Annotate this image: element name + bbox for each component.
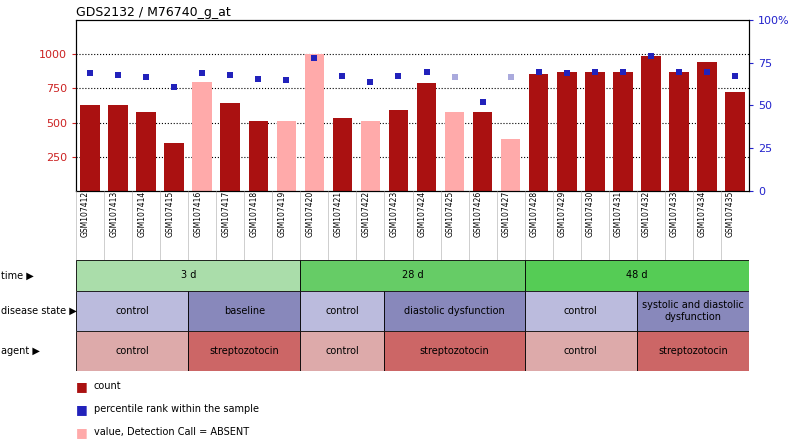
- Bar: [304, 54, 324, 191]
- Bar: [300, 331, 384, 371]
- Text: GSM107420: GSM107420: [305, 191, 314, 237]
- Text: diastolic dysfunction: diastolic dysfunction: [405, 306, 505, 316]
- Text: control: control: [115, 306, 149, 316]
- Text: control: control: [115, 346, 149, 356]
- Text: GSM107425: GSM107425: [445, 191, 455, 237]
- Bar: [473, 111, 493, 191]
- Text: control: control: [325, 346, 360, 356]
- Text: ■: ■: [76, 380, 88, 393]
- Bar: [220, 103, 240, 191]
- Text: streptozotocin: streptozotocin: [209, 346, 280, 356]
- Bar: [360, 121, 380, 191]
- Bar: [276, 121, 296, 191]
- Bar: [525, 260, 749, 291]
- Bar: [641, 56, 661, 191]
- Text: GSM107429: GSM107429: [557, 191, 567, 237]
- Text: percentile rank within the sample: percentile rank within the sample: [94, 404, 259, 414]
- Text: GSM107422: GSM107422: [361, 191, 370, 237]
- Text: baseline: baseline: [223, 306, 265, 316]
- Bar: [669, 72, 689, 191]
- Text: ■: ■: [76, 403, 88, 416]
- Bar: [76, 260, 300, 291]
- Text: GSM107418: GSM107418: [249, 191, 258, 237]
- Bar: [188, 331, 300, 371]
- Text: GSM107432: GSM107432: [642, 191, 650, 237]
- Bar: [188, 291, 300, 331]
- Text: GSM107416: GSM107416: [193, 191, 202, 237]
- Bar: [585, 72, 605, 191]
- Text: 3 d: 3 d: [180, 270, 196, 280]
- Bar: [525, 291, 637, 331]
- Bar: [501, 139, 521, 191]
- Text: ■: ■: [76, 426, 88, 439]
- Bar: [697, 62, 717, 191]
- Text: GSM107424: GSM107424: [417, 191, 427, 237]
- Text: 28 d: 28 d: [402, 270, 423, 280]
- Bar: [613, 72, 633, 191]
- Text: GSM107430: GSM107430: [586, 191, 594, 237]
- Bar: [300, 291, 384, 331]
- Bar: [332, 119, 352, 191]
- Bar: [80, 105, 100, 191]
- Bar: [164, 143, 184, 191]
- Text: streptozotocin: streptozotocin: [420, 346, 489, 356]
- Text: 48 d: 48 d: [626, 270, 647, 280]
- Bar: [136, 111, 156, 191]
- Text: GSM107423: GSM107423: [389, 191, 399, 237]
- Text: systolic and diastolic
dysfunction: systolic and diastolic dysfunction: [642, 300, 744, 321]
- Bar: [384, 331, 525, 371]
- Text: GDS2132 / M76740_g_at: GDS2132 / M76740_g_at: [76, 6, 231, 19]
- Bar: [637, 331, 749, 371]
- Text: GSM107427: GSM107427: [501, 191, 511, 237]
- Text: time ▶: time ▶: [1, 270, 34, 280]
- Text: agent ▶: agent ▶: [1, 346, 40, 356]
- Bar: [388, 110, 409, 191]
- Bar: [384, 291, 525, 331]
- Bar: [529, 74, 549, 191]
- Bar: [248, 121, 268, 191]
- Text: GSM107421: GSM107421: [333, 191, 343, 237]
- Bar: [76, 291, 188, 331]
- Text: GSM107415: GSM107415: [165, 191, 175, 237]
- Bar: [417, 83, 437, 191]
- Bar: [300, 260, 525, 291]
- Text: GSM107428: GSM107428: [529, 191, 538, 237]
- Text: disease state ▶: disease state ▶: [1, 306, 77, 316]
- Bar: [637, 291, 749, 331]
- Text: control: control: [325, 306, 360, 316]
- Text: GSM107419: GSM107419: [277, 191, 287, 237]
- Text: GSM107413: GSM107413: [109, 191, 119, 237]
- Bar: [108, 106, 128, 191]
- Text: control: control: [564, 306, 598, 316]
- Bar: [557, 72, 577, 191]
- Bar: [525, 331, 637, 371]
- Text: GSM107414: GSM107414: [137, 191, 146, 237]
- Text: control: control: [564, 346, 598, 356]
- Text: streptozotocin: streptozotocin: [658, 346, 728, 356]
- Text: GSM107434: GSM107434: [698, 191, 706, 237]
- Text: GSM107412: GSM107412: [81, 191, 90, 237]
- Text: value, Detection Call = ABSENT: value, Detection Call = ABSENT: [94, 428, 249, 437]
- Text: GSM107417: GSM107417: [221, 191, 231, 237]
- Bar: [76, 331, 188, 371]
- Text: GSM107435: GSM107435: [726, 191, 735, 237]
- Bar: [445, 111, 465, 191]
- Bar: [725, 92, 745, 191]
- Text: GSM107426: GSM107426: [473, 191, 482, 237]
- Text: GSM107433: GSM107433: [670, 191, 678, 237]
- Text: count: count: [94, 381, 121, 391]
- Bar: [192, 82, 212, 191]
- Text: GSM107431: GSM107431: [614, 191, 622, 237]
